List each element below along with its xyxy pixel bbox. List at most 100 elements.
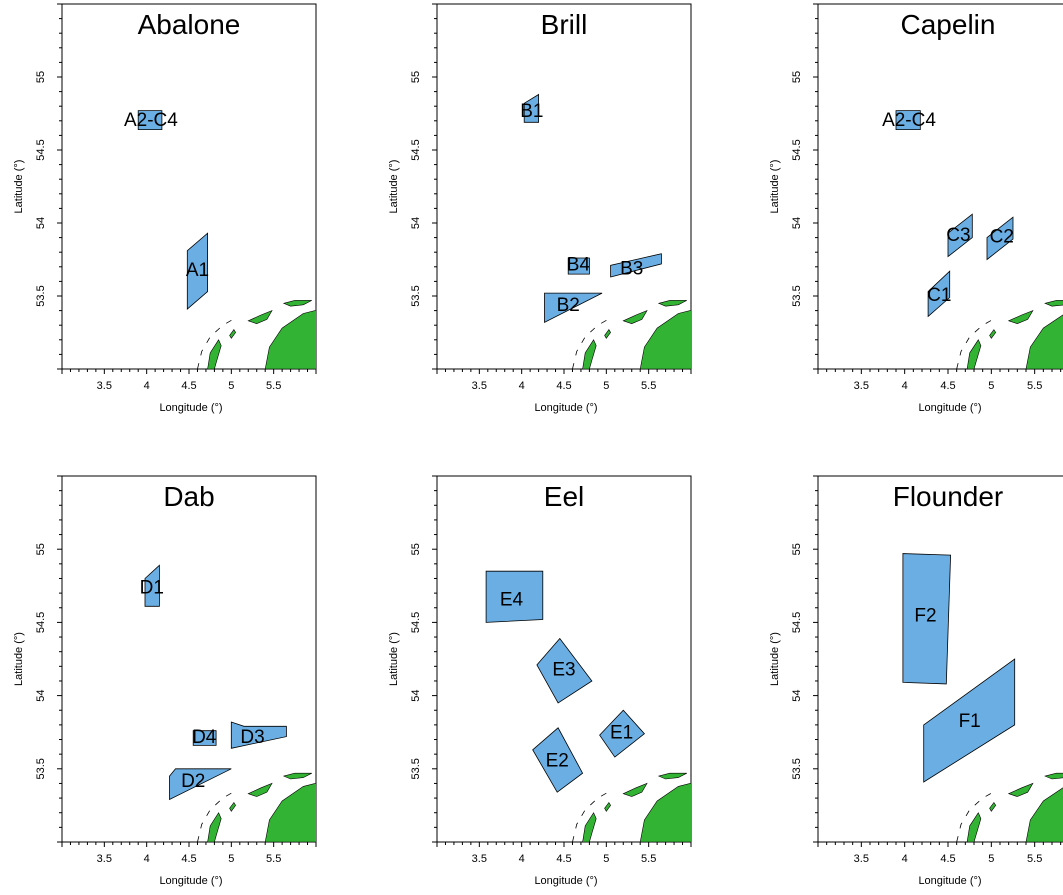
- zone-polygon: [610, 253, 662, 278]
- y-axis-label: Latitude (°): [13, 160, 25, 214]
- x-tick-label: 4: [519, 380, 525, 392]
- x-tick-label: 4.5: [940, 380, 955, 392]
- x-tick-label: 3.5: [854, 380, 869, 392]
- map-panel: A2-C4 A1 Abalone 3.5 4 4.5 5 5.5 Longitude (°) 53…: [13, 3, 317, 414]
- zone-polygon: [599, 709, 645, 758]
- y-tick-label: 55: [35, 71, 47, 83]
- y-tick-label: 54: [791, 689, 803, 701]
- map-panel: F2 F1 Flounder 3.5 4 4.5 5 5.5 Longitude (°) 53.5…: [769, 475, 1063, 887]
- zone-polygon: [144, 564, 160, 607]
- map-panel: B1 B4 B3 B2 Brill 3.5 4 4.5 5 5.5 Longitude (°) 53.…: [388, 3, 692, 414]
- land-polygon: [622, 782, 648, 797]
- x-tick-label: 4: [902, 380, 908, 392]
- land-polygon: [582, 812, 597, 842]
- panel-title: Capelin: [901, 9, 996, 40]
- zone-polygon: [536, 637, 593, 704]
- y-axis-label: Latitude (°): [769, 632, 781, 686]
- zone-label: A1: [186, 260, 209, 281]
- y-axis-label: Latitude (°): [388, 160, 400, 214]
- land-polygon: [207, 812, 222, 842]
- zone-label: B2: [557, 295, 580, 316]
- x-axis-label: Longitude (°): [159, 875, 222, 887]
- y-tick-label: 54.5: [791, 139, 803, 160]
- land-polygon: [207, 339, 222, 369]
- land-polygon: [315, 775, 316, 777]
- y-tick-label: 53.5: [410, 285, 422, 306]
- x-tick-label: 5: [988, 380, 994, 392]
- zone-polygon: [169, 768, 232, 801]
- zone-label: F2: [914, 606, 936, 627]
- x-tick-label: 3.5: [472, 380, 487, 392]
- y-tick-label: 54: [410, 217, 422, 229]
- zone-polygon: [544, 292, 603, 323]
- land-polygon: [1044, 772, 1063, 780]
- zone-label: A2-C4: [882, 110, 936, 131]
- plot-frame: [61, 3, 317, 370]
- land-polygon: [989, 329, 997, 339]
- land-polygon: [315, 302, 316, 304]
- coastline-dashes: [572, 317, 611, 369]
- zone-label: B3: [620, 259, 643, 280]
- land-polygon: [604, 801, 611, 812]
- zone-label: E2: [546, 750, 569, 771]
- panel-title: Flounder: [893, 481, 1004, 512]
- zone-label: C1: [927, 285, 951, 306]
- y-tick-label: 54.5: [791, 612, 803, 633]
- y-tick-label: 55: [35, 543, 47, 555]
- x-tick-label: 5: [228, 380, 234, 392]
- y-tick-label: 53.5: [35, 758, 47, 779]
- x-tick-label: 4: [902, 853, 908, 865]
- y-tick-label: 55: [791, 543, 803, 555]
- zone-label: F1: [959, 711, 981, 732]
- x-tick-label: 5: [603, 380, 609, 392]
- zone-polygon: [923, 658, 1016, 783]
- zone-label: B4: [567, 254, 591, 275]
- x-axis-label: Longitude (°): [534, 875, 597, 887]
- panel-title: Eel: [544, 481, 584, 512]
- zone-polygon: [186, 232, 208, 310]
- y-axis-label: Latitude (°): [388, 632, 400, 686]
- land-polygon: [1007, 310, 1034, 325]
- land-polygon: [966, 812, 982, 842]
- land-polygon: [282, 300, 312, 307]
- x-tick-label: 5: [228, 853, 234, 865]
- land-polygon: [989, 801, 997, 812]
- coastline-dashes: [956, 317, 996, 369]
- x-tick-label: 5.5: [641, 853, 656, 865]
- zone-label: E4: [500, 589, 524, 610]
- coastline-dashes: [956, 790, 996, 842]
- x-tick-label: 5.5: [266, 380, 281, 392]
- land-polygon: [657, 772, 687, 780]
- land-polygon: [690, 775, 691, 777]
- map-panel: D1 D4 D3 D2 Dab 3.5 4 4.5 5 5.5 Longitude (°) 53.5 5…: [13, 475, 317, 887]
- zone-polygon: [927, 270, 951, 318]
- land-polygon: [264, 782, 316, 842]
- x-tick-label: 4: [519, 853, 525, 865]
- land-polygon: [1044, 300, 1063, 307]
- panel-title: Abalone: [138, 9, 241, 40]
- x-tick-label: 5: [603, 853, 609, 865]
- land-polygon: [582, 339, 597, 369]
- coastline-dashes: [197, 790, 236, 842]
- zone-polygon: [137, 110, 163, 130]
- x-tick-label: 4.5: [181, 380, 196, 392]
- land-polygon: [264, 310, 316, 369]
- y-tick-label: 53.5: [791, 285, 803, 306]
- zone-polygon: [192, 730, 217, 746]
- y-tick-label: 55: [791, 71, 803, 83]
- land-polygon: [1007, 782, 1034, 797]
- zone-label: C2: [990, 227, 1014, 248]
- zone-polygon: [986, 216, 1014, 261]
- land-polygon: [604, 329, 611, 339]
- zone-polygon: [485, 570, 544, 623]
- zone-label: B1: [520, 101, 543, 122]
- zone-label: D4: [192, 727, 217, 748]
- x-axis-label: Longitude (°): [918, 402, 981, 414]
- zone-polygon: [895, 110, 921, 130]
- zone-polygon: [902, 553, 952, 685]
- land-polygon: [229, 801, 236, 812]
- x-axis-label: Longitude (°): [159, 402, 222, 414]
- zone-polygon: [947, 213, 973, 258]
- land-polygon: [282, 772, 312, 780]
- land-polygon: [657, 300, 687, 307]
